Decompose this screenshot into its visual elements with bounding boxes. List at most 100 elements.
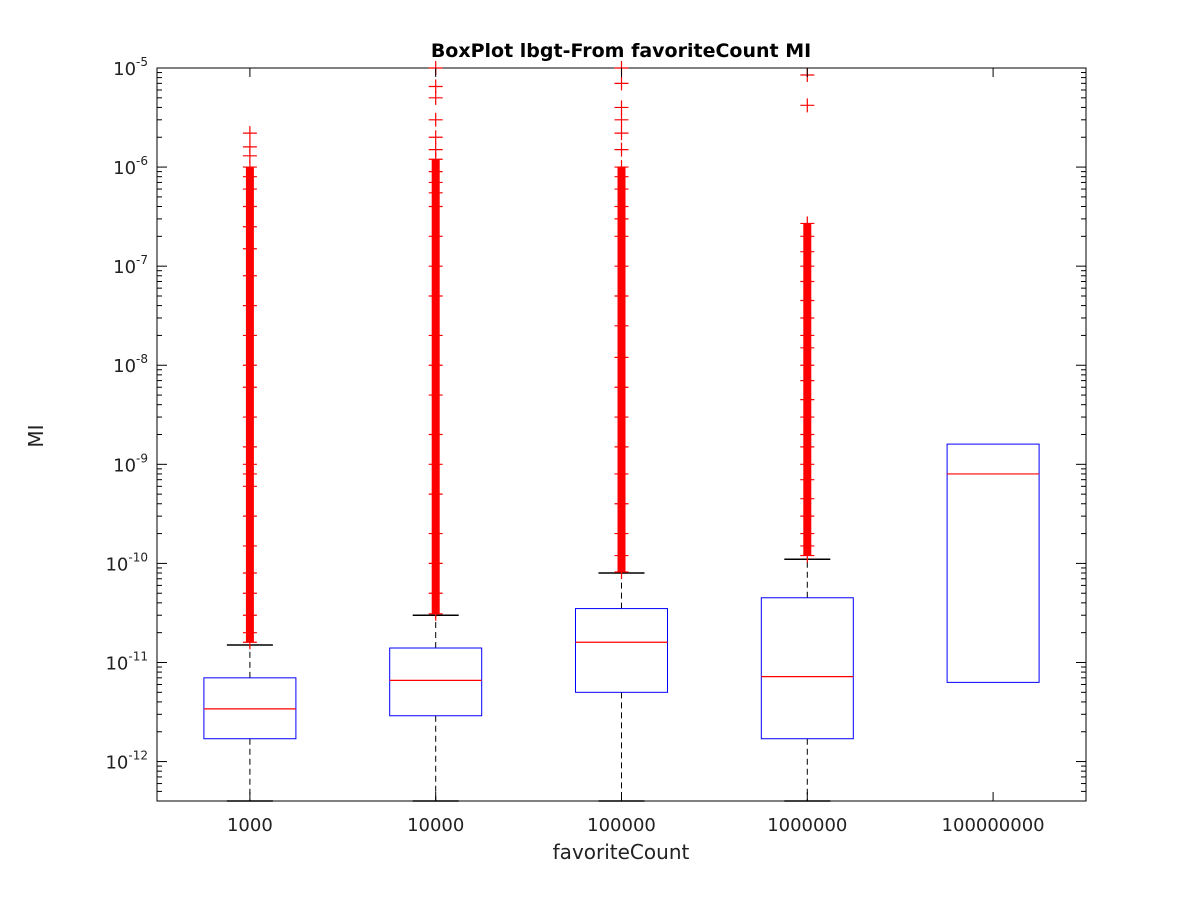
box-iqr xyxy=(203,677,297,740)
outlier-group xyxy=(800,67,815,563)
outlier-marker xyxy=(614,76,629,91)
outlier-marker xyxy=(800,340,815,355)
outlier-group xyxy=(242,126,257,650)
outlier-band xyxy=(431,159,440,614)
outlier-marker xyxy=(614,466,629,481)
outlier-marker xyxy=(614,526,629,541)
x-tick-label: 10000 xyxy=(407,815,464,836)
outlier-marker xyxy=(428,259,443,274)
box-iqr xyxy=(575,608,668,693)
outlier-marker xyxy=(800,293,815,308)
outlier-marker xyxy=(428,457,443,472)
outlier-marker xyxy=(614,142,629,157)
outlier-marker xyxy=(800,229,815,244)
outlier-marker xyxy=(614,410,629,425)
y-tick-label: 10-6 xyxy=(113,154,148,179)
box-iqr xyxy=(760,597,854,740)
outlier-marker xyxy=(800,328,815,343)
outlier-marker xyxy=(242,457,257,472)
outlier-marker xyxy=(614,112,629,127)
outlier-marker xyxy=(800,216,815,231)
outlier-marker xyxy=(428,556,443,571)
outlier-marker xyxy=(242,139,257,154)
outlier-marker xyxy=(614,199,629,214)
outlier-marker xyxy=(428,288,443,303)
outlier-marker xyxy=(614,100,629,115)
outlier-marker xyxy=(428,606,443,621)
outlier-marker xyxy=(428,586,443,601)
outlier-marker xyxy=(800,98,815,113)
x-axis-label: favoriteCount xyxy=(553,840,690,864)
outlier-group xyxy=(614,61,629,579)
outlier-marker xyxy=(242,268,257,283)
outlier-marker xyxy=(614,318,629,333)
outlier-marker xyxy=(614,160,629,175)
outlier-marker xyxy=(242,219,257,234)
outlier-marker xyxy=(242,509,257,524)
y-tick-label: 10-7 xyxy=(113,253,148,278)
box-group xyxy=(203,126,297,802)
outlier-marker xyxy=(242,241,257,256)
outlier-marker xyxy=(614,548,629,563)
outlier-marker xyxy=(428,164,443,179)
y-tick-label: 10-11 xyxy=(105,649,148,674)
box-group xyxy=(760,67,854,802)
outlier-marker xyxy=(428,427,443,442)
outlier-marker xyxy=(800,472,815,487)
outlier-marker xyxy=(428,130,443,145)
outlier-marker xyxy=(800,410,815,425)
y-tick-label: 10-12 xyxy=(105,749,148,774)
outlier-marker xyxy=(242,608,257,623)
outlier-marker xyxy=(242,298,257,313)
outlier-marker xyxy=(428,487,443,502)
ticks-layer: 10-12 10-11 10-10 10-9 10-8 10-7 10-6 10-5 1000 1… xyxy=(105,55,1086,836)
outlier-marker xyxy=(800,439,815,454)
boxes-layer xyxy=(203,61,1040,802)
outlier-marker xyxy=(800,259,815,274)
outlier-marker xyxy=(428,142,443,157)
outlier-marker xyxy=(242,479,257,494)
outlier-marker xyxy=(800,392,815,407)
outlier-marker xyxy=(242,538,257,553)
outlier-marker xyxy=(800,491,815,506)
x-tick-label: 1000000 xyxy=(767,815,847,836)
outlier-marker xyxy=(614,259,629,274)
outlier-marker xyxy=(800,457,815,472)
outlier-marker xyxy=(242,625,257,640)
y-tick-label: 10-9 xyxy=(113,451,148,476)
outlier-marker xyxy=(614,380,629,395)
outlier-marker xyxy=(800,538,815,553)
outlier-marker xyxy=(242,410,257,425)
outlier-marker xyxy=(614,126,629,141)
outlier-marker xyxy=(242,126,257,141)
outlier-marker xyxy=(800,310,815,325)
y-tick-label: 10-5 xyxy=(113,55,148,80)
outlier-marker xyxy=(242,358,257,373)
outlier-marker xyxy=(614,182,629,197)
box-group xyxy=(575,61,668,802)
outlier-marker xyxy=(614,439,629,454)
outlier-marker xyxy=(614,229,629,244)
outlier-marker xyxy=(428,328,443,343)
outlier-marker xyxy=(800,526,815,541)
y-tick-label: 10-10 xyxy=(105,550,148,575)
box-group xyxy=(946,443,1040,683)
outlier-marker xyxy=(428,229,443,244)
outlier-marker xyxy=(800,244,815,259)
outlier-band xyxy=(617,167,626,572)
x-tick-label: 1000 xyxy=(227,815,273,836)
outlier-marker xyxy=(428,79,443,94)
box-iqr xyxy=(946,443,1040,683)
outlier-marker xyxy=(428,388,443,403)
outlier-marker xyxy=(614,350,629,365)
y-axis-label: MI xyxy=(24,424,48,447)
outlier-marker xyxy=(800,427,815,442)
outlier-marker xyxy=(242,328,257,343)
box-iqr xyxy=(389,647,483,717)
outlier-marker xyxy=(242,380,257,395)
outlier-marker xyxy=(428,199,443,214)
x-tick-label: 100000 xyxy=(587,815,656,836)
outlier-marker xyxy=(800,358,815,373)
outlier-marker xyxy=(242,199,257,214)
outlier-marker xyxy=(242,439,257,454)
